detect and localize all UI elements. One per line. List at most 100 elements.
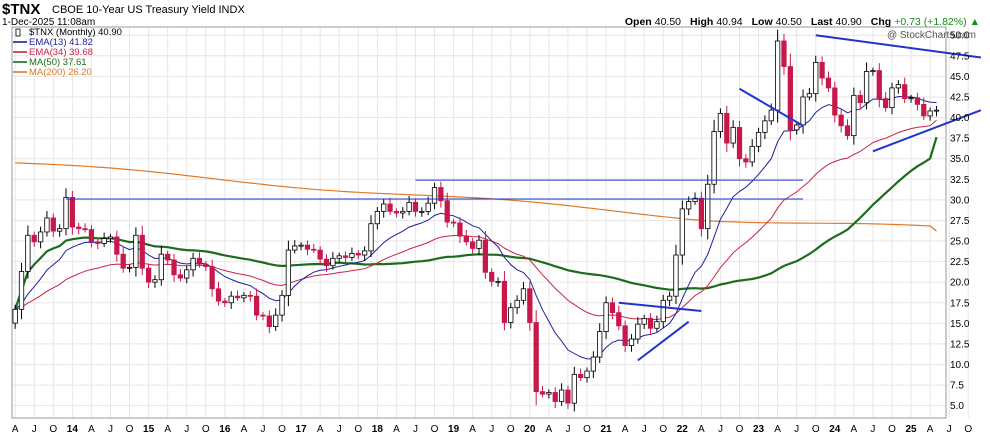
candle-body <box>241 294 247 299</box>
y-tick-label: 15.0 <box>950 319 970 330</box>
chg-label: Chg <box>870 16 892 28</box>
candle-body <box>362 250 368 256</box>
x-tick-label: O <box>583 424 591 435</box>
candle-body <box>317 249 323 260</box>
ma50-path <box>14 136 938 310</box>
candle-body <box>736 127 743 160</box>
x-tick-label: 22 <box>677 424 689 435</box>
instrument-name: CBOE 10-Year US Treasury Yield INDX <box>52 4 245 16</box>
x-tick-label: O <box>964 424 972 435</box>
last-value: 40.90 <box>835 16 862 28</box>
candle-body <box>69 196 75 228</box>
candle-body <box>76 226 82 230</box>
x-tick-label: 16 <box>219 424 231 435</box>
x-axis: A J O 14 A J O 15 A J O 16 A J O 17 A J O 18 A J O 19 A J O 20 A J O 21… <box>12 424 973 435</box>
x-tick-label: A <box>546 424 553 435</box>
x-tick-label: J <box>489 424 494 435</box>
candle-body <box>158 253 164 281</box>
y-tick-label: 5.0 <box>950 401 964 412</box>
candle-body <box>514 299 520 309</box>
trendline <box>637 320 690 362</box>
y-tick-label: 37.5 <box>950 134 970 145</box>
candle-body <box>177 274 183 279</box>
candle-body <box>425 202 431 212</box>
y-tick-label: 27.5 <box>950 216 970 227</box>
x-tick-label: O <box>888 424 896 435</box>
candle-body <box>660 299 666 323</box>
candle-body <box>222 300 228 304</box>
candle-body <box>558 389 565 402</box>
candle-body <box>825 77 832 89</box>
candle-body <box>813 61 819 95</box>
x-tick-label: A <box>241 424 248 435</box>
x-tick-label: 23 <box>753 424 765 435</box>
low-label: Low <box>751 16 773 28</box>
candle-body <box>298 244 304 247</box>
x-tick-label: 24 <box>829 424 841 435</box>
legend-label: EMA(34) 39.68 <box>29 47 93 58</box>
candle-body <box>196 257 203 265</box>
candle-body <box>844 125 851 137</box>
y-tick-label: 17.5 <box>950 298 970 309</box>
candle-body <box>82 228 88 231</box>
candle-body <box>120 253 126 269</box>
candle-body <box>266 315 272 328</box>
candle-body <box>730 127 736 144</box>
legend-label: $TNX (Monthly) 40.90 <box>29 27 122 38</box>
x-tick-label: A <box>12 424 19 435</box>
x-tick-label: A <box>164 424 171 435</box>
candle-body <box>546 392 552 395</box>
candle-body <box>63 196 69 230</box>
ma200-line <box>15 162 937 232</box>
candle-body <box>622 325 628 346</box>
candle-body <box>457 222 463 237</box>
trendline <box>815 34 982 59</box>
candle-body <box>203 263 209 267</box>
legend-swatch <box>15 28 21 37</box>
legend-label: MA(200) 26.20 <box>29 67 92 78</box>
candle-body <box>184 269 190 279</box>
candle-body <box>253 295 260 316</box>
candle-body <box>18 271 25 310</box>
candle-body <box>533 322 539 393</box>
x-tick-label: A <box>774 424 781 435</box>
candle-body <box>234 295 241 299</box>
trendline <box>738 87 804 127</box>
candle-body <box>781 40 787 67</box>
candle-body <box>666 295 673 301</box>
last-label: Last <box>810 16 833 28</box>
x-tick-label: O <box>202 424 210 435</box>
ema34-line <box>15 119 937 321</box>
candle-body <box>450 221 457 224</box>
candle-body <box>438 187 444 202</box>
y-tick-label: 45.0 <box>950 72 970 83</box>
candle-body <box>755 131 762 147</box>
candle-body <box>260 314 266 317</box>
candle-body <box>933 109 940 112</box>
candle-body <box>520 288 527 301</box>
x-tick-label: O <box>659 424 667 435</box>
candle-body <box>228 295 234 304</box>
y-tick-label: 7.5 <box>950 381 964 392</box>
open-value: 40.50 <box>654 16 682 28</box>
x-tick-label: 20 <box>524 424 536 435</box>
candle-body <box>25 234 31 272</box>
candle-body <box>635 323 641 340</box>
candle-body <box>431 187 438 204</box>
candle-body <box>705 183 711 230</box>
candle-body <box>101 238 107 244</box>
candle-body <box>775 40 781 111</box>
plot-frame <box>11 26 947 419</box>
candle-body <box>787 66 793 131</box>
open-label: Open <box>624 16 652 28</box>
candle-body <box>304 244 311 250</box>
trendlines <box>66 34 982 362</box>
candle-body <box>247 294 253 297</box>
candle-body <box>330 257 336 267</box>
legend-label: EMA(13) 41.82 <box>29 37 93 48</box>
candle-body <box>609 302 616 314</box>
ema13-path <box>14 95 937 360</box>
candle-body <box>571 373 577 404</box>
x-tick-label: 21 <box>601 424 613 435</box>
